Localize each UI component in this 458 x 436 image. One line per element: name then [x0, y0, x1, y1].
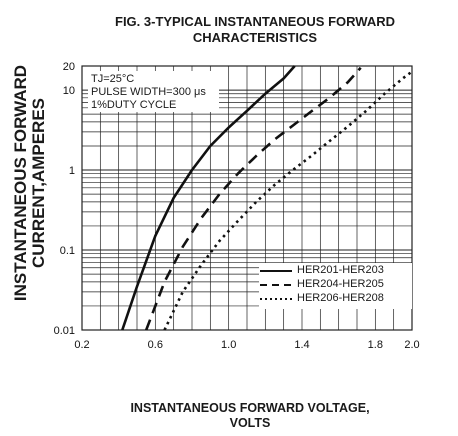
x-axis-label: INSTANTANEOUS FORWARD VOLTAGE, VOLTS: [90, 401, 410, 431]
y-tick-label: 0.1: [60, 245, 75, 257]
legend-swatch-solid: [260, 269, 292, 272]
chart-title: FIG. 3-TYPICAL INSTANTANEOUS FORWARD CHA…: [100, 14, 410, 46]
legend-item-her201: HER201-HER203: [259, 264, 412, 277]
condition-pulse-width: PULSE WIDTH=300 μs: [91, 86, 206, 98]
y-tick-label: 20: [63, 61, 75, 73]
series-line-dotted: [163, 70, 413, 331]
legend: HER201-HER203 HER204-HER205 HER206-HER20…: [259, 263, 412, 309]
y-tick-label: 10: [63, 85, 75, 97]
y-tick-label: 0.01: [54, 325, 75, 337]
legend-item-her204: HER204-HER205: [259, 278, 412, 291]
chart-title-line1: FIG. 3-TYPICAL INSTANTANEOUS FORWARD: [115, 14, 395, 29]
plot-frame: [81, 65, 413, 331]
legend-label-her206: HER206-HER208: [297, 292, 384, 304]
chart-title-line2: CHARACTERISTICS: [192, 30, 318, 45]
series-line-solid: [121, 65, 296, 331]
x-tick-label: 0.6: [148, 339, 163, 351]
x-tick-label: 1.8: [368, 339, 383, 351]
condition-duty-cycle: 1%DUTY CYCLE: [91, 99, 177, 111]
x-tick-label: 0.2: [74, 339, 89, 351]
legend-label-her204: HER204-HER205: [297, 278, 384, 290]
legend-swatch-dotted: [260, 297, 292, 300]
x-axis-label-line1: INSTANTANEOUS FORWARD VOLTAGE,: [130, 401, 370, 415]
x-tick-label: 1.0: [221, 339, 236, 351]
legend-label-her201: HER201-HER203: [297, 264, 384, 276]
y-tick-label: 1: [69, 165, 75, 177]
series-line-dashed: [144, 66, 362, 331]
legend-item-her206: HER206-HER208: [259, 292, 412, 305]
x-tick-label: 2.0: [404, 339, 419, 351]
condition-temperature: TJ=25°C: [91, 73, 135, 85]
x-axis-label-line2: VOLTS: [229, 416, 271, 430]
test-conditions-box: TJ=25°C PULSE WIDTH=300 μs 1%DUTY CYCLE: [88, 71, 219, 112]
legend-swatch-dashed: [260, 283, 292, 286]
x-tick-label: 1.4: [294, 339, 309, 351]
